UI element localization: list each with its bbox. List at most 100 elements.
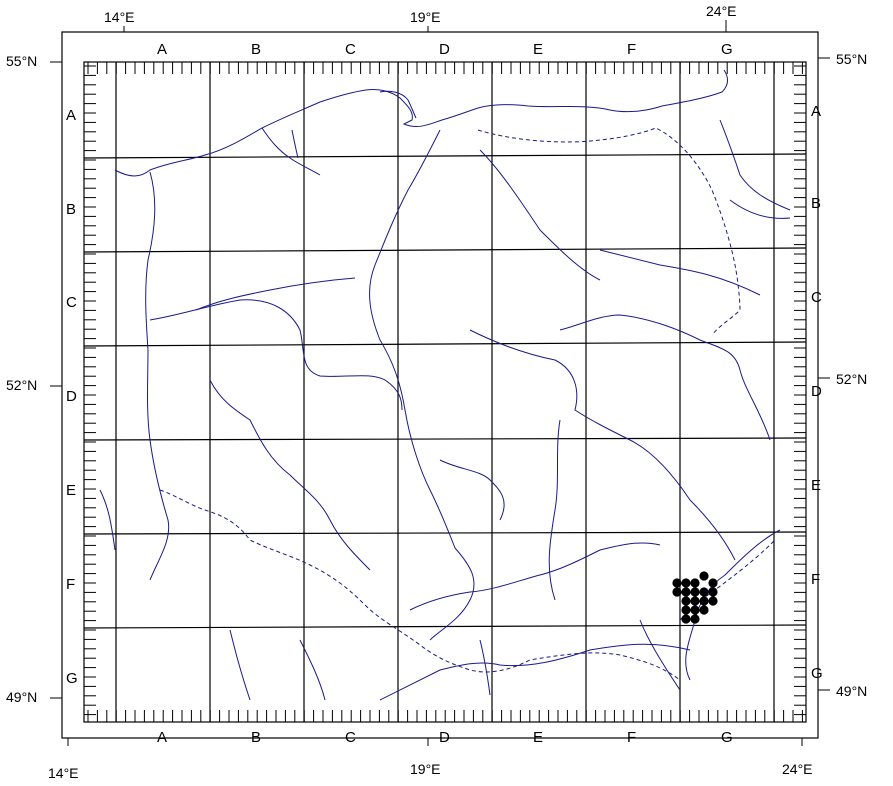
narew-river: [559, 314, 771, 441]
scale-ticks: [84, 62, 806, 722]
baltic-coastline: [114, 69, 728, 177]
northeast-border: [477, 127, 741, 336]
col-label-top-a: A: [157, 41, 167, 58]
lat-label-right-49: 49°N: [836, 683, 867, 699]
col-label-bottom-c: C: [345, 729, 356, 746]
lon-label-top-24: 24°E: [706, 3, 737, 19]
latitude-labels-left: 55°N 52°N 49°N: [6, 53, 62, 705]
occurrence-dot: [699, 605, 709, 615]
southern-tributaries: [379, 643, 691, 701]
col-label-bottom-a: A: [157, 729, 167, 746]
upper-vistula-tributaries: [409, 542, 661, 611]
warta-river: [149, 299, 403, 411]
square-grid: [83, 62, 807, 722]
column-labels-top: A B C D E F G: [157, 41, 733, 58]
grid-line-horizontal: [83, 153, 807, 159]
occurrence-dot: [681, 587, 691, 597]
col-label-top-e: E: [533, 41, 543, 58]
col-label-bottom-g: G: [721, 729, 733, 746]
col-label-top-g: G: [721, 41, 733, 58]
col-label-top-f: F: [627, 41, 636, 58]
lon-label-top-19: 19°E: [410, 9, 441, 25]
occurrence-dot: [699, 596, 709, 606]
row-label-left-d: D: [66, 388, 77, 405]
col-label-top-c: C: [345, 41, 356, 58]
row-label-left-e: E: [66, 482, 76, 499]
row-labels-right: A B C D E F G: [811, 103, 823, 682]
occurrence-dot: [690, 614, 700, 624]
pilica-river: [439, 459, 505, 521]
grid-line-horizontal: [83, 437, 807, 441]
row-label-left-a: A: [66, 107, 76, 124]
col-label-bottom-e: E: [533, 729, 543, 746]
lat-label-left-49: 49°N: [6, 689, 37, 705]
row-labels-left: A B C D E F G: [66, 107, 78, 687]
lon-label-bottom-14: 14°E: [48, 765, 79, 781]
col-label-top-b: B: [251, 41, 261, 58]
longitude-labels-top: 14°E 19°E 24°E: [104, 3, 737, 32]
col-label-top-d: D: [439, 41, 450, 58]
col-label-bottom-b: B: [251, 729, 261, 746]
lon-label-top-14: 14°E: [104, 9, 135, 25]
occurrence-dot: [681, 578, 691, 588]
lon-label-bottom-19: 19°E: [410, 761, 441, 777]
grid-line-horizontal: [83, 531, 807, 535]
lat-label-left-52: 52°N: [6, 377, 37, 393]
carpathian-rivers: [479, 619, 681, 696]
outer-frame: [61, 31, 819, 739]
longitude-labels-bottom: 14°E 19°E 24°E: [48, 738, 813, 781]
masurian-rivers: [479, 149, 791, 296]
san-river: [685, 529, 781, 681]
row-label-left-c: C: [66, 294, 77, 311]
lat-label-right-52: 52°N: [836, 371, 867, 387]
row-label-left-g: G: [66, 670, 78, 687]
occurrence-dot: [708, 596, 718, 606]
row-label-left-b: B: [66, 201, 76, 218]
occurrence-dot: [690, 596, 700, 606]
inner-frame: [83, 61, 807, 723]
bug-river: [469, 329, 736, 561]
row-label-right-a: A: [811, 103, 821, 120]
national-border: [159, 127, 776, 681]
eastern-border: [679, 539, 776, 621]
row-label-right-f: F: [811, 571, 820, 588]
row-label-right-c: C: [811, 289, 822, 306]
northeast-rivers: [719, 119, 791, 211]
grid-line-horizontal: [83, 624, 807, 629]
hel-peninsula: [379, 90, 417, 119]
occurrence-dot: [681, 605, 691, 615]
southern-border: [159, 489, 681, 681]
occurrence-dot: [699, 587, 709, 597]
column-labels-bottom: A B C D E F G: [157, 729, 733, 746]
occurrence-dot: [690, 587, 700, 597]
occurrence-dot: [681, 596, 691, 606]
occurrence-dot: [672, 578, 682, 588]
row-label-right-b: B: [811, 195, 821, 212]
row-label-left-f: F: [66, 576, 75, 593]
grid-line-horizontal: [83, 341, 807, 347]
occurrence-dot: [690, 605, 700, 615]
lat-label-left-55: 55°N: [6, 53, 37, 69]
col-label-bottom-d: D: [439, 729, 450, 746]
western-tributaries: [209, 379, 371, 571]
pomeranian-rivers: [261, 127, 321, 176]
row-label-right-g: G: [811, 665, 823, 682]
occurrence-dot: [672, 587, 682, 597]
occurrence-dots: [672, 571, 718, 624]
row-label-right-d: D: [811, 383, 822, 400]
vistula-river: [369, 129, 475, 641]
occurrence-dot: [708, 587, 718, 597]
grid-line-horizontal: [83, 247, 807, 253]
occurrence-dot: [681, 614, 691, 624]
occurrence-dot: [690, 578, 700, 588]
noteć-river: [195, 277, 356, 311]
latitude-labels-right: 55°N 52°N 49°N: [818, 51, 867, 699]
col-label-bottom-f: F: [627, 729, 636, 746]
occurrence-dot: [699, 571, 709, 581]
row-label-right-e: E: [811, 477, 821, 494]
lon-label-bottom-24: 24°E: [782, 761, 813, 777]
southwest-rivers: [99, 489, 326, 701]
occurrence-dot: [708, 578, 718, 588]
lat-label-right-55: 55°N: [836, 51, 867, 67]
